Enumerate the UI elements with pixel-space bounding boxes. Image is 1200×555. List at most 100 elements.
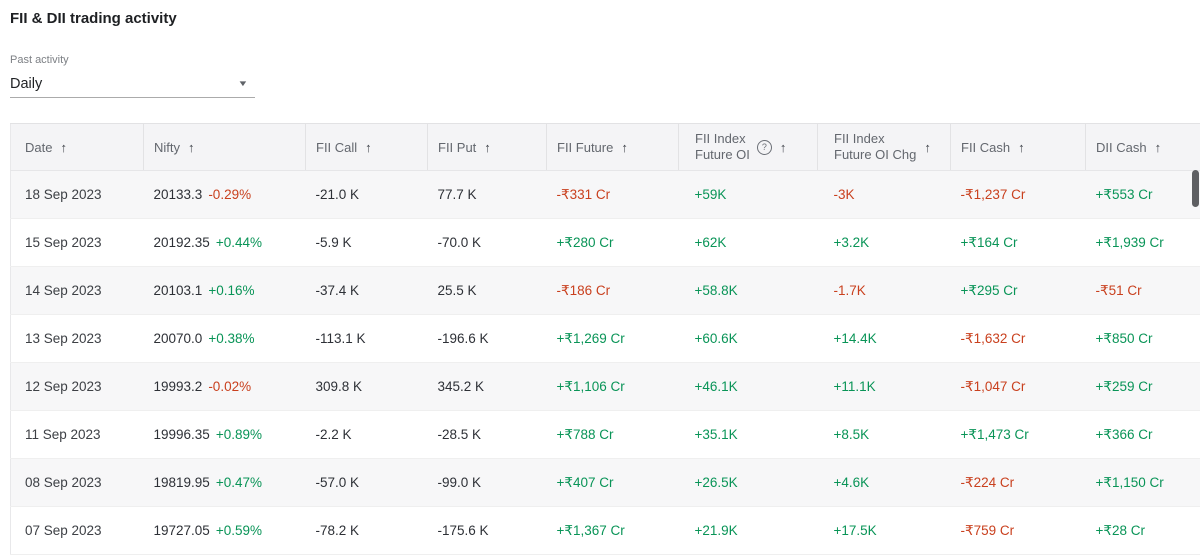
cell-dii-cash: +₹259 Cr	[1086, 363, 1200, 411]
help-icon[interactable]: ?	[757, 140, 772, 155]
sort-asc-icon: ↑	[60, 140, 67, 155]
cell-dii-cash: +₹1,150 Cr	[1086, 459, 1200, 507]
cell-fii-index-future-oi: +46.1K	[679, 363, 818, 411]
vertical-scrollbar-thumb[interactable]	[1192, 170, 1199, 207]
cell-fii-index-future-oi: +59K	[679, 171, 818, 219]
cell-nifty: 19993.2-0.02%	[144, 363, 306, 411]
dropdown-selected-value: Daily	[10, 76, 42, 92]
column-header-fii-put[interactable]: FII Put ↑	[428, 124, 547, 171]
nifty-change: -0.29%	[208, 187, 251, 202]
sort-asc-icon: ↑	[188, 140, 195, 155]
cell-fii-index-future-oi-chg: -1.7K	[818, 267, 951, 315]
table-row: 15 Sep 2023 20192.35+0.44% -5.9 K -70.0 …	[11, 219, 1200, 267]
cell-fii-put: 345.2 K	[428, 363, 547, 411]
cell-date: 18 Sep 2023	[11, 171, 144, 219]
cell-dii-cash: +₹553 Cr	[1086, 171, 1200, 219]
column-header-nifty[interactable]: Nifty ↑	[144, 124, 306, 171]
cell-dii-cash: +₹1,939 Cr	[1086, 219, 1200, 267]
cell-fii-index-future-oi-chg: +3.2K	[818, 219, 951, 267]
column-header-date[interactable]: Date ↑	[11, 124, 144, 171]
table-row: 07 Sep 2023 19727.05+0.59% -78.2 K -175.…	[11, 507, 1200, 555]
sort-asc-icon: ↑	[621, 140, 628, 155]
cell-fii-cash: -₹1,237 Cr	[951, 171, 1086, 219]
fii-dii-table: Date↑ Nifty↑ FII Call↑ FII Put↑ FII Futu…	[10, 123, 1200, 555]
nifty-change: +0.89%	[216, 427, 262, 442]
cell-fii-index-future-oi: +26.5K	[679, 459, 818, 507]
cell-fii-index-future-oi: +60.6K	[679, 315, 818, 363]
table-row: 14 Sep 2023 20103.1+0.16% -37.4 K 25.5 K…	[11, 267, 1200, 315]
column-header-dii-cash[interactable]: DII Cash↑	[1086, 124, 1200, 171]
nifty-value: 20133.3	[154, 187, 203, 202]
cell-dii-cash: +₹850 Cr	[1086, 315, 1200, 363]
cell-fii-call: -21.0 K	[306, 171, 428, 219]
table-row: 11 Sep 2023 19996.35+0.89% -2.2 K -28.5 …	[11, 411, 1200, 459]
cell-fii-future: +₹1,269 Cr	[547, 315, 679, 363]
cell-dii-cash: -₹51 Cr	[1086, 267, 1200, 315]
cell-dii-cash: +₹28 Cr	[1086, 507, 1200, 555]
cell-fii-cash: +₹1,473 Cr	[951, 411, 1086, 459]
nifty-change: +0.38%	[208, 331, 254, 346]
header-row: Date↑ Nifty↑ FII Call↑ FII Put↑ FII Futu…	[11, 124, 1200, 171]
nifty-value: 19996.35	[154, 427, 210, 442]
cell-dii-cash: +₹366 Cr	[1086, 411, 1200, 459]
chevron-down-icon: ▼	[237, 79, 248, 88]
cell-fii-future: +₹407 Cr	[547, 459, 679, 507]
nifty-value: 20192.35	[154, 235, 210, 250]
column-header-fii-call[interactable]: FII Call↑	[306, 124, 428, 171]
cell-fii-call: -78.2 K	[306, 507, 428, 555]
page-title: FII & DII trading activity	[10, 10, 177, 27]
cell-nifty: 19996.35 +0.89%	[144, 411, 306, 459]
sort-asc-icon: ↑	[780, 140, 787, 155]
cell-fii-future: +₹1,106 Cr	[547, 363, 679, 411]
column-label-line: FII Index	[834, 131, 916, 147]
cell-fii-call: -57.0 K	[306, 459, 428, 507]
sort-asc-icon: ↑	[484, 140, 491, 155]
nifty-value: 20070.0	[154, 331, 203, 346]
cell-fii-index-future-oi-chg: -3K	[818, 171, 951, 219]
column-header-fii-future[interactable]: FII Future ↑	[547, 124, 679, 171]
cell-date: 12 Sep 2023	[11, 363, 144, 411]
column-label: FII Put	[438, 140, 476, 155]
cell-fii-put: -99.0 K	[428, 459, 547, 507]
cell-nifty: 19727.05+0.59%	[144, 507, 306, 555]
column-label: FII Call	[316, 140, 357, 155]
cell-fii-index-future-oi-chg: +17.5K	[818, 507, 951, 555]
cell-fii-index-future-oi-chg: +14.4K	[818, 315, 951, 363]
cell-fii-future: +₹1,367 Cr	[547, 507, 679, 555]
column-label: FII Future	[557, 140, 613, 155]
cell-fii-cash: +₹295 Cr	[951, 267, 1086, 315]
column-label-line: Future OI	[695, 147, 750, 163]
cell-date: 08 Sep 2023	[11, 459, 144, 507]
cell-fii-future: +₹788 Cr	[547, 411, 679, 459]
cell-fii-call: 309.8 K	[306, 363, 428, 411]
cell-fii-call: -2.2 K	[306, 411, 428, 459]
cell-nifty: 20070.0 +0.38%	[144, 315, 306, 363]
cell-date: 14 Sep 2023	[11, 267, 144, 315]
nifty-change: +0.47%	[216, 475, 262, 490]
nifty-change: +0.16%	[208, 283, 254, 298]
cell-fii-put: -175.6 K	[428, 507, 547, 555]
past-activity-dropdown[interactable]: Daily ▼	[10, 70, 255, 98]
column-header-fii-cash[interactable]: FII Cash↑	[951, 124, 1086, 171]
table-row: 12 Sep 2023 19993.2-0.02% 309.8 K 345.2 …	[11, 363, 1200, 411]
cell-fii-cash: -₹1,047 Cr	[951, 363, 1086, 411]
column-label: Nifty	[154, 140, 180, 155]
nifty-value: 20103.1	[154, 283, 203, 298]
cell-fii-put: -196.6 K	[428, 315, 547, 363]
nifty-change: +0.59%	[216, 523, 262, 538]
cell-fii-put: -28.5 K	[428, 411, 547, 459]
cell-fii-index-future-oi: +21.9K	[679, 507, 818, 555]
cell-fii-future: -₹186 Cr	[547, 267, 679, 315]
column-label: Date	[25, 140, 52, 155]
sort-asc-icon: ↑	[1018, 140, 1025, 155]
cell-fii-future: +₹280 Cr	[547, 219, 679, 267]
sort-asc-icon: ↑	[924, 140, 931, 155]
column-label-line: FII Index	[695, 131, 750, 147]
cell-fii-index-future-oi-chg: +8.5K	[818, 411, 951, 459]
cell-nifty: 20192.35+0.44%	[144, 219, 306, 267]
nifty-change: -0.02%	[208, 379, 251, 394]
